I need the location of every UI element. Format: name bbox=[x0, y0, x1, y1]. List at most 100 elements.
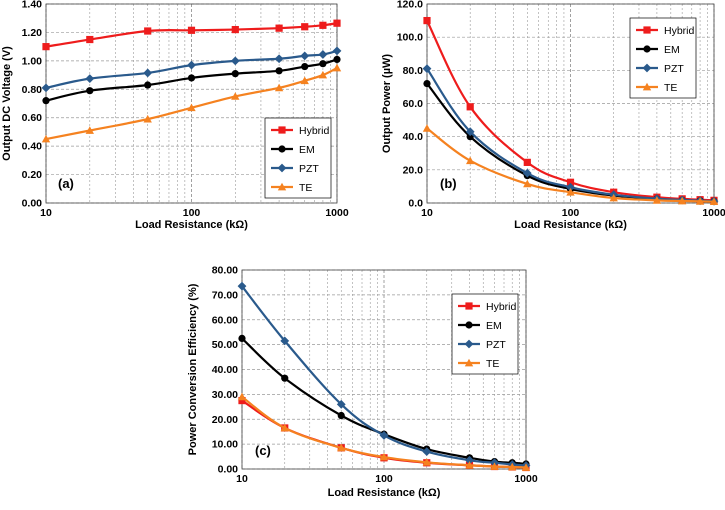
data-point-te bbox=[318, 70, 328, 79]
legend-label: PZT bbox=[664, 63, 684, 75]
legend-marker-te bbox=[642, 82, 652, 91]
series-te bbox=[237, 392, 531, 471]
panel-label: (a) bbox=[58, 176, 74, 191]
y-tick-label: 50.00 bbox=[212, 339, 238, 351]
data-point-pzt bbox=[465, 455, 474, 465]
x-tick-label: 10 bbox=[236, 473, 248, 485]
y-tick-label: 0.40 bbox=[22, 141, 43, 153]
data-point-pzt bbox=[143, 68, 153, 78]
y-tick-label: 20.0 bbox=[403, 164, 424, 176]
data-point-em bbox=[144, 81, 152, 89]
data-point-em bbox=[238, 334, 246, 343]
legend: Hybrid EM PZT TE bbox=[451, 293, 519, 375]
data-point-pzt bbox=[300, 51, 310, 61]
data-point-te bbox=[422, 124, 432, 132]
data-point-te bbox=[695, 197, 705, 205]
y-axis-label: Output DC Voltage (V) bbox=[1, 46, 13, 161]
legend-box bbox=[629, 17, 697, 99]
data-point-pzt bbox=[318, 50, 328, 59]
y-tick-label: 1.20 bbox=[22, 27, 43, 39]
y-tick-label: 0.00 bbox=[22, 198, 43, 210]
y-tick-label: 120.0 bbox=[397, 0, 423, 11]
data-point-te bbox=[677, 196, 687, 205]
data-point-te bbox=[566, 188, 575, 196]
data-point-te bbox=[337, 443, 346, 452]
data-point-pzt bbox=[187, 60, 196, 70]
x-tick-label: 1000 bbox=[514, 473, 538, 485]
y-tick-label: 0.00 bbox=[218, 464, 239, 476]
legend-marker-te bbox=[464, 358, 474, 367]
series-pzt bbox=[237, 281, 531, 470]
x-tick-label: 100 bbox=[183, 207, 201, 219]
data-point-em bbox=[301, 62, 309, 71]
data-point-hybrid bbox=[86, 35, 94, 44]
x-axis-label: Load Resistance (kΩ) bbox=[514, 219, 627, 231]
data-point-te bbox=[609, 193, 618, 202]
x-tick-label: 1000 bbox=[702, 207, 725, 219]
y-tick-label: 60.0 bbox=[403, 98, 424, 110]
data-point-te bbox=[652, 196, 662, 204]
series-te bbox=[41, 63, 342, 143]
data-point-em bbox=[187, 74, 196, 82]
y-tick-label: 60.00 bbox=[212, 314, 238, 326]
legend-label: TE bbox=[664, 82, 677, 94]
data-point-pzt bbox=[230, 56, 240, 66]
data-point-te bbox=[709, 197, 719, 206]
x-tick-label: 100 bbox=[375, 473, 393, 485]
y-tick-label: 0.80 bbox=[22, 84, 43, 96]
data-point-te bbox=[280, 423, 289, 432]
data-point-te bbox=[379, 452, 389, 461]
legend-marker-pzt bbox=[642, 63, 652, 73]
y-tick-label: 0.20 bbox=[22, 169, 43, 181]
legend-marker-pzt bbox=[277, 163, 287, 173]
legend-marker-hybrid bbox=[465, 302, 473, 310]
x-tick-label: 100 bbox=[562, 207, 580, 219]
data-point-pzt bbox=[522, 168, 532, 178]
legend-marker-em bbox=[278, 145, 286, 153]
y-tick-label: 1.40 bbox=[22, 0, 43, 11]
data-point-pzt bbox=[566, 182, 575, 192]
data-point-hybrid bbox=[144, 27, 152, 35]
data-point-pzt bbox=[336, 399, 346, 409]
data-point-pzt bbox=[422, 447, 432, 456]
series-te bbox=[422, 124, 719, 206]
data-point-te bbox=[143, 114, 152, 123]
data-point-em bbox=[281, 374, 289, 382]
legend-box bbox=[264, 117, 332, 199]
y-tick-label: 1.00 bbox=[22, 55, 43, 67]
data-point-te bbox=[187, 103, 196, 112]
data-point-pzt bbox=[465, 127, 475, 137]
legend-label: EM bbox=[486, 320, 502, 332]
data-point-hybrid bbox=[275, 24, 283, 32]
legend-marker-hybrid bbox=[643, 26, 651, 34]
data-point-te bbox=[465, 156, 475, 165]
legend-marker-em bbox=[465, 321, 473, 329]
y-tick-label: 100.0 bbox=[397, 32, 423, 44]
data-point-te bbox=[85, 126, 94, 134]
data-point-hybrid bbox=[231, 25, 239, 34]
data-point-te bbox=[490, 462, 499, 470]
data-point-te bbox=[274, 83, 284, 92]
data-point-te bbox=[523, 179, 532, 188]
legend-marker-te bbox=[277, 182, 287, 191]
data-point-em bbox=[86, 87, 94, 95]
data-point-te bbox=[41, 134, 51, 143]
y-tick-label: 40.0 bbox=[403, 131, 424, 143]
x-axis-label: Load Resistance (kΩ) bbox=[135, 219, 248, 231]
y-tick-label: 0.60 bbox=[22, 112, 43, 124]
data-point-hybrid bbox=[301, 23, 309, 31]
data-point-pzt bbox=[85, 74, 95, 84]
data-point-em bbox=[423, 80, 431, 88]
data-point-hybrid bbox=[187, 26, 196, 34]
data-point-hybrid bbox=[333, 19, 341, 27]
y-axis-label: Power Conversion Efficiency (%) bbox=[187, 283, 199, 455]
data-point-te bbox=[332, 63, 342, 72]
series-pzt bbox=[41, 46, 342, 93]
data-point-te bbox=[237, 392, 247, 401]
legend-marker-em bbox=[643, 45, 651, 53]
legend-label: PZT bbox=[486, 339, 506, 351]
legend-label: PZT bbox=[299, 163, 319, 175]
legend-label: TE bbox=[299, 182, 312, 194]
data-point-em bbox=[319, 60, 327, 68]
